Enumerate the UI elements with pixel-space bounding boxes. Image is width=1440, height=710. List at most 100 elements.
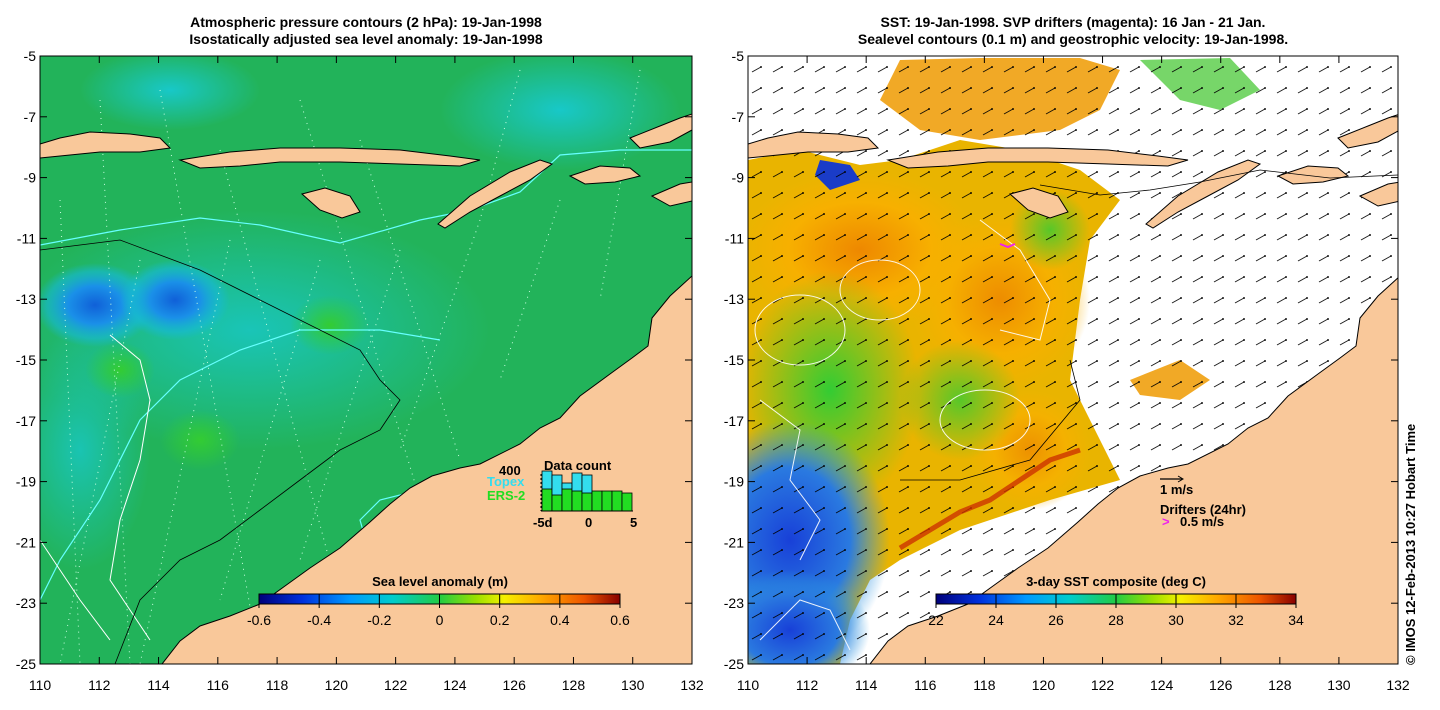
right-colorbar-tick-label: 26	[1048, 612, 1064, 628]
green-patch-3	[85, 342, 155, 398]
left-x-tick-label: 120	[325, 677, 349, 693]
left-x-tick-label: 118	[266, 677, 289, 693]
left-colorbar-tick-label: 0.6	[610, 612, 630, 628]
ers2-count-bar	[551, 494, 563, 512]
topex-label: Topex	[487, 474, 525, 489]
svp-drifter-track	[999, 243, 1016, 249]
ers2-count-bar	[571, 490, 583, 512]
isobar-white-2	[40, 539, 111, 641]
left-y-tick-label: -7	[24, 109, 37, 125]
left-y-tick-label: -13	[16, 291, 36, 307]
left-y-tick-label: -9	[24, 170, 37, 186]
left-y-tick-label: -11	[17, 230, 36, 246]
right-y-tick-label: -11	[725, 230, 744, 246]
left-y-tick-label: -25	[16, 656, 36, 672]
left-y-tick-label: -17	[16, 413, 36, 429]
right-y-tick-label: -19	[724, 474, 744, 490]
left-colorbar-ticks: -0.6 -0.4 -0.2 0 0.2 0.4 0.6	[247, 594, 630, 628]
left-colorbar-tick-label: -0.2	[367, 612, 391, 628]
left-x-tick-label: 130	[621, 677, 645, 693]
data-count-tick-end: 5	[630, 515, 637, 530]
isobar-white	[109, 334, 151, 641]
left-colorbar-tick-label: 0.4	[550, 612, 570, 628]
left-y-tick-label: -19	[16, 474, 36, 490]
right-y-tick-label: -17	[724, 413, 744, 429]
right-y-tick-label: -13	[724, 291, 744, 307]
velocity-key-label: 1 m/s	[1160, 482, 1193, 497]
right-x-tick-label: 110	[737, 677, 760, 693]
right-y-tick-label: -25	[724, 656, 744, 672]
right-x-tick-label: 114	[855, 677, 878, 693]
left-title-line2: Isostatically adjusted sea level anomaly…	[189, 31, 543, 47]
left-y-tick-label: -23	[16, 595, 36, 611]
right-colorbar-label: 3-day SST composite (deg C)	[1026, 574, 1206, 589]
left-x-tick-label: 114	[147, 677, 170, 693]
left-y-tick-label: -15	[16, 352, 36, 368]
warm-coastal-strip	[898, 447, 1081, 551]
right-x-tick-label: 122	[1091, 677, 1115, 693]
right-x-tick-label: 128	[1268, 677, 1292, 693]
right-colorbar-tick-label: 24	[988, 612, 1004, 628]
left-colorbar-label: Sea level anomaly (m)	[372, 574, 508, 589]
left-panel-title: Atmospheric pressure contours (2 hPa): 1…	[40, 14, 692, 48]
right-title-line2: Sealevel contours (0.1 m) and geostrophi…	[857, 31, 1289, 47]
drifters-key-marker: >	[1162, 514, 1170, 529]
left-colorbar: Sea level anomaly (m) -0.6 -0.4 -0.2 0 0.2 0.…	[247, 574, 630, 628]
left-x-tick-label: 112	[88, 677, 111, 693]
ers2-count-bar	[561, 488, 573, 512]
left-colorbar-tick-label: 0.2	[490, 612, 510, 628]
right-colorbar-tick-label: 22	[928, 612, 944, 628]
left-x-tick-label: 126	[503, 677, 527, 693]
right-y-tick-label: -21	[724, 534, 744, 550]
left-x-tick-label: 122	[384, 677, 408, 693]
altimeter-ground-tracks	[59, 69, 641, 664]
left-x-tick-label: 128	[562, 677, 586, 693]
right-x-tick-label: 130	[1327, 677, 1351, 693]
cyan-anomaly-top	[80, 56, 260, 130]
right-map: -5 -7 -9 -11 -13 -15 -17 -19 -21 -23 -25 110 112 114 1…	[724, 48, 1410, 693]
right-colorbar-ticks: 22 24 26 28 30 32 34	[928, 594, 1304, 628]
drifters-key-speed: 0.5 m/s	[1180, 514, 1224, 529]
right-x-tick-label: 126	[1209, 677, 1233, 693]
cyan-anomaly-north	[440, 56, 680, 170]
right-x-tick-label: 116	[914, 677, 937, 693]
right-y-tick-label: -9	[732, 170, 745, 186]
ers2-count-bar	[581, 492, 593, 512]
ers2-count-bar	[601, 490, 613, 512]
ers2-count-bar	[621, 492, 633, 512]
left-y-tick-label: -5	[24, 48, 37, 64]
velocity-key-arrowhead	[1177, 475, 1184, 483]
ers2-count-bar	[541, 488, 553, 512]
data-count-title: Data count	[544, 458, 612, 473]
left-colorbar-tick-label: 0	[436, 612, 444, 628]
sealevel-contours	[754, 219, 1051, 651]
right-x-tick-label: 118	[973, 677, 996, 693]
left-axis-ticks: -5 -7 -9 -11 -13 -15 -17 -19 -21 -23 -25 110 112 114 1…	[16, 48, 704, 693]
green-patch-2	[160, 410, 240, 470]
imos-credit: © IMOS 12-Feb-2013 10:27 Hobart Time	[1403, 423, 1418, 665]
right-colorbar-tick-label: 32	[1228, 612, 1244, 628]
left-x-tick-label: 124	[443, 677, 467, 693]
data-count-max-label: 400	[499, 463, 521, 478]
right-colorbar-tick-label: 30	[1168, 612, 1184, 628]
right-panel-title: SST: 19-Jan-1998. SVP drifters (magenta)…	[748, 14, 1398, 48]
left-map: -5 -7 -9 -11 -13 -15 -17 -19 -21 -23 -25 110 112 114 1…	[16, 48, 704, 693]
right-y-tick-label: -15	[724, 352, 744, 368]
data-count-tick-start: -5d	[533, 515, 553, 530]
velocity-key: 1 m/s Drifters (24hr) > 0.5 m/s	[1160, 475, 1246, 529]
right-colorbar-tick-label: 28	[1108, 612, 1124, 628]
right-shelf-contour	[1039, 169, 1398, 196]
right-x-tick-label: 120	[1032, 677, 1056, 693]
right-axis-ticks: -5 -7 -9 -11 -13 -15 -17 -19 -21 -23 -25 110 112 114 1…	[724, 48, 1410, 693]
left-x-tick-label: 110	[29, 677, 52, 693]
ers2-label: ERS-2	[487, 488, 525, 503]
left-y-tick-label: -21	[16, 534, 36, 550]
drifters-key-label: Drifters (24hr)	[1160, 502, 1246, 517]
data-count-tick-zero: 0	[585, 515, 592, 530]
right-colorbar-tick-label: 34	[1288, 612, 1304, 628]
low-anomaly-core-2	[120, 260, 230, 340]
right-y-tick-label: -5	[732, 48, 745, 64]
right-x-tick-label: 124	[1150, 677, 1174, 693]
right-x-tick-label: 112	[796, 677, 819, 693]
